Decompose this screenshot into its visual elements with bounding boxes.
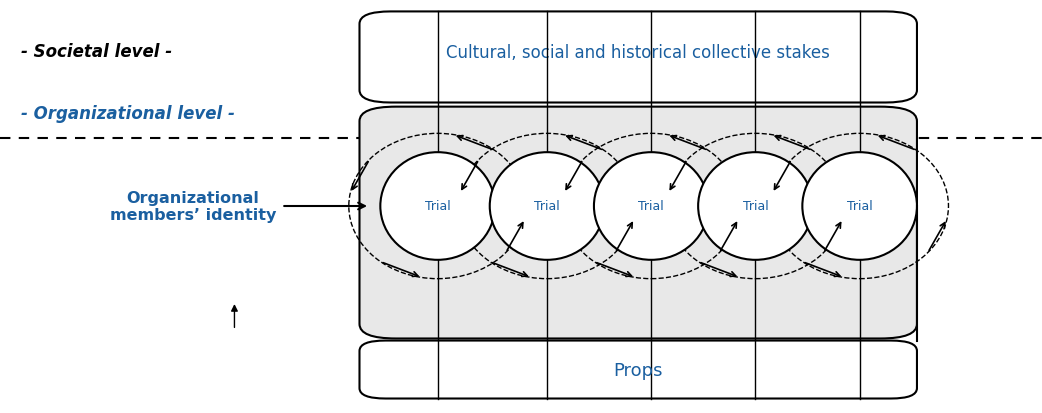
Text: Trial: Trial — [847, 200, 872, 213]
Text: Trial: Trial — [425, 200, 450, 213]
Text: Cultural, social and historical collective stakes: Cultural, social and historical collecti… — [446, 44, 830, 62]
Ellipse shape — [490, 153, 604, 260]
Ellipse shape — [698, 153, 813, 260]
FancyBboxPatch shape — [359, 12, 917, 103]
Ellipse shape — [802, 153, 917, 260]
Text: Props: Props — [614, 361, 663, 379]
FancyBboxPatch shape — [359, 341, 917, 399]
Text: Trial: Trial — [639, 200, 664, 213]
Text: Organizational
members’ identity: Organizational members’ identity — [109, 190, 276, 223]
Ellipse shape — [380, 153, 495, 260]
Text: Trial: Trial — [535, 200, 560, 213]
Text: - Organizational level -: - Organizational level - — [21, 104, 234, 123]
Text: - Societal level -: - Societal level - — [21, 43, 172, 61]
Ellipse shape — [594, 153, 709, 260]
FancyBboxPatch shape — [359, 107, 917, 339]
Text: Trial: Trial — [743, 200, 768, 213]
